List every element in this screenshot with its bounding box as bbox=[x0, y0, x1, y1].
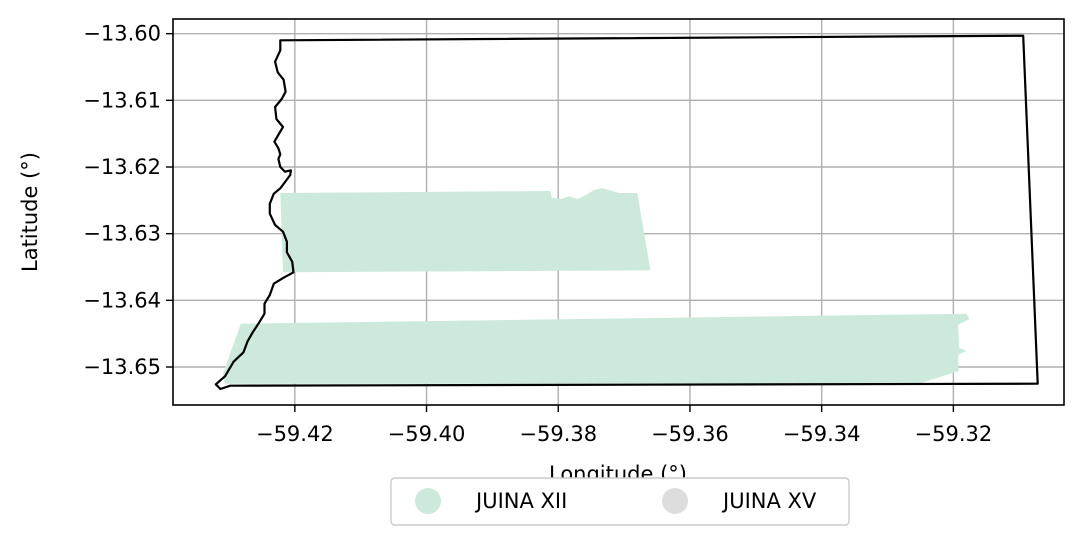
x-tick-label: −59.36 bbox=[651, 422, 729, 446]
legend-label: JUINA XII bbox=[474, 489, 567, 513]
legend-label: JUINA XV bbox=[721, 489, 817, 513]
y-tick-label: −13.64 bbox=[83, 288, 161, 312]
x-tick-label: −59.42 bbox=[256, 422, 334, 446]
y-axis: −13.60 −13.61 −13.62 −13.63 −13.64 −13.65 bbox=[83, 22, 173, 379]
x-tick-label: −59.34 bbox=[783, 422, 861, 446]
legend-marker bbox=[415, 488, 441, 514]
y-axis-label: Latitude (°) bbox=[18, 152, 42, 272]
x-tick-label: −59.38 bbox=[519, 422, 597, 446]
y-tick-label: −13.65 bbox=[83, 355, 161, 379]
legend: JUINA XII JUINA XV bbox=[391, 478, 849, 525]
x-tick-label: −59.32 bbox=[915, 422, 993, 446]
y-tick-label: −13.60 bbox=[83, 22, 161, 46]
y-tick-label: −13.62 bbox=[83, 155, 161, 179]
area-polygon bbox=[223, 314, 969, 384]
x-tick-label: −59.40 bbox=[388, 422, 466, 446]
x-axis: −59.42 −59.40 −59.38 −59.36 −59.34 −59.32 bbox=[256, 405, 992, 446]
y-tick-label: −13.61 bbox=[83, 88, 161, 112]
area-polygon bbox=[280, 188, 650, 272]
y-tick-label: −13.63 bbox=[83, 222, 161, 246]
legend-marker bbox=[662, 488, 688, 514]
area-layer bbox=[223, 188, 969, 383]
